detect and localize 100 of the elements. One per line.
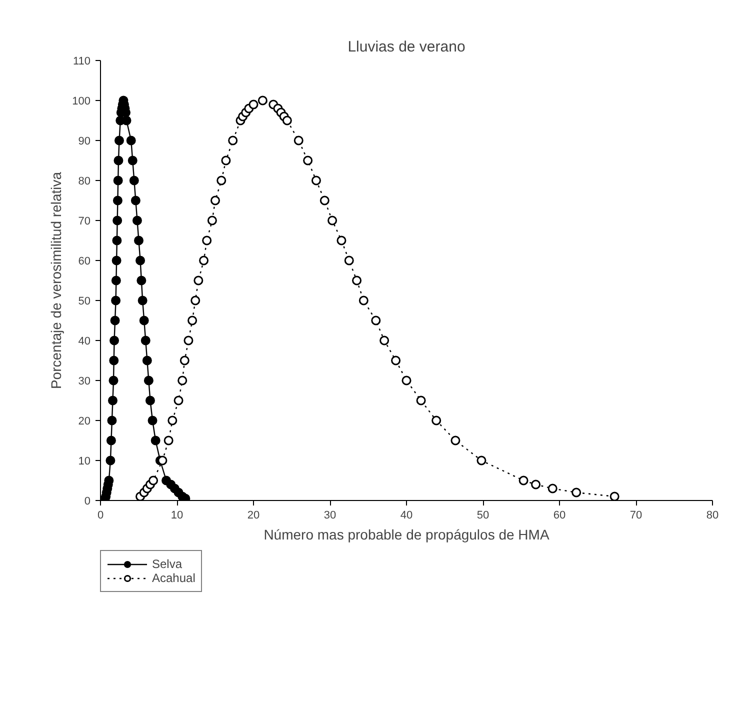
x-tick-label: 70 (630, 510, 642, 522)
point (432, 416, 442, 426)
point (258, 96, 268, 106)
point (228, 136, 238, 146)
point (111, 296, 121, 306)
y-tick-label: 110 (72, 56, 91, 68)
point (402, 376, 412, 386)
point (531, 480, 541, 490)
point (145, 396, 155, 406)
y-tick-label: 0 (84, 496, 91, 508)
point (110, 316, 120, 326)
point (129, 176, 139, 186)
point (136, 256, 146, 266)
y-tick-label: 40 (78, 336, 91, 348)
point (216, 176, 226, 186)
point (108, 396, 118, 406)
point (476, 456, 486, 466)
point (112, 256, 122, 266)
point (112, 236, 122, 246)
point (164, 436, 174, 446)
point (303, 156, 313, 166)
x-tick-label: 20 (247, 510, 260, 522)
legend-label: Acahual (152, 571, 196, 585)
point (358, 296, 368, 306)
point (391, 356, 401, 366)
point (352, 276, 362, 286)
y-tick-label: 50 (78, 296, 91, 308)
point (174, 396, 184, 406)
y-tick-label: 90 (78, 136, 91, 148)
point (328, 216, 338, 226)
y-tick-label: 10 (78, 456, 91, 468)
point (106, 436, 116, 446)
point (344, 256, 354, 266)
point (548, 484, 558, 494)
point (202, 236, 212, 246)
point (112, 196, 122, 206)
point (128, 156, 138, 166)
y-axis-title: Porcentaje de verosimilitud relativa (48, 172, 64, 390)
point (150, 436, 160, 446)
x-tick-label: 30 (324, 510, 336, 522)
x-tick-label: 60 (553, 510, 566, 522)
point (450, 436, 460, 446)
point (140, 336, 150, 346)
point (148, 416, 158, 426)
point (282, 116, 292, 126)
point (132, 216, 142, 226)
point (221, 156, 231, 166)
point (108, 376, 118, 386)
point (210, 196, 220, 206)
point (380, 336, 390, 346)
point (110, 336, 120, 346)
point (371, 316, 381, 326)
point (248, 100, 258, 110)
point (610, 492, 620, 500)
y-tick-label: 80 (78, 176, 91, 188)
point (111, 276, 121, 286)
x-tick-label: 0 (97, 510, 104, 522)
point (194, 276, 204, 286)
point (112, 216, 122, 226)
point (320, 196, 330, 206)
x-tick-label: 80 (706, 510, 719, 522)
point (178, 376, 188, 386)
point (144, 376, 154, 386)
x-tick-label: 40 (400, 510, 413, 522)
point (207, 216, 217, 226)
point (136, 276, 146, 286)
y-tick-label: 20 (78, 416, 91, 428)
point (113, 176, 123, 186)
point (130, 196, 140, 206)
point (106, 456, 116, 466)
point (158, 456, 168, 466)
point (180, 356, 190, 366)
point (190, 296, 200, 306)
y-tick-label: 70 (78, 216, 91, 228)
point (148, 476, 158, 486)
point (109, 356, 119, 366)
y-tick-label: 30 (78, 376, 91, 388)
point (184, 336, 194, 346)
point (311, 176, 321, 186)
point (336, 236, 346, 246)
x-tick-label: 50 (476, 510, 490, 522)
point (114, 156, 124, 166)
point (134, 236, 144, 246)
point (138, 296, 148, 306)
point (199, 256, 209, 266)
x-axis-title: Número mas probable de propágulos de HMA (264, 526, 550, 542)
point (126, 136, 136, 146)
y-tick-label: 100 (72, 96, 91, 108)
point (572, 488, 582, 498)
point (518, 476, 528, 486)
point (168, 416, 178, 426)
point (188, 316, 198, 326)
point (139, 316, 149, 326)
chart-title: Lluvias de verano (348, 38, 466, 56)
x-tick-label: 10 (170, 510, 184, 522)
point (294, 136, 304, 146)
point (107, 416, 117, 426)
y-tick-label: 60 (78, 256, 91, 268)
legend-label: Selva (152, 557, 182, 571)
point (416, 396, 426, 406)
